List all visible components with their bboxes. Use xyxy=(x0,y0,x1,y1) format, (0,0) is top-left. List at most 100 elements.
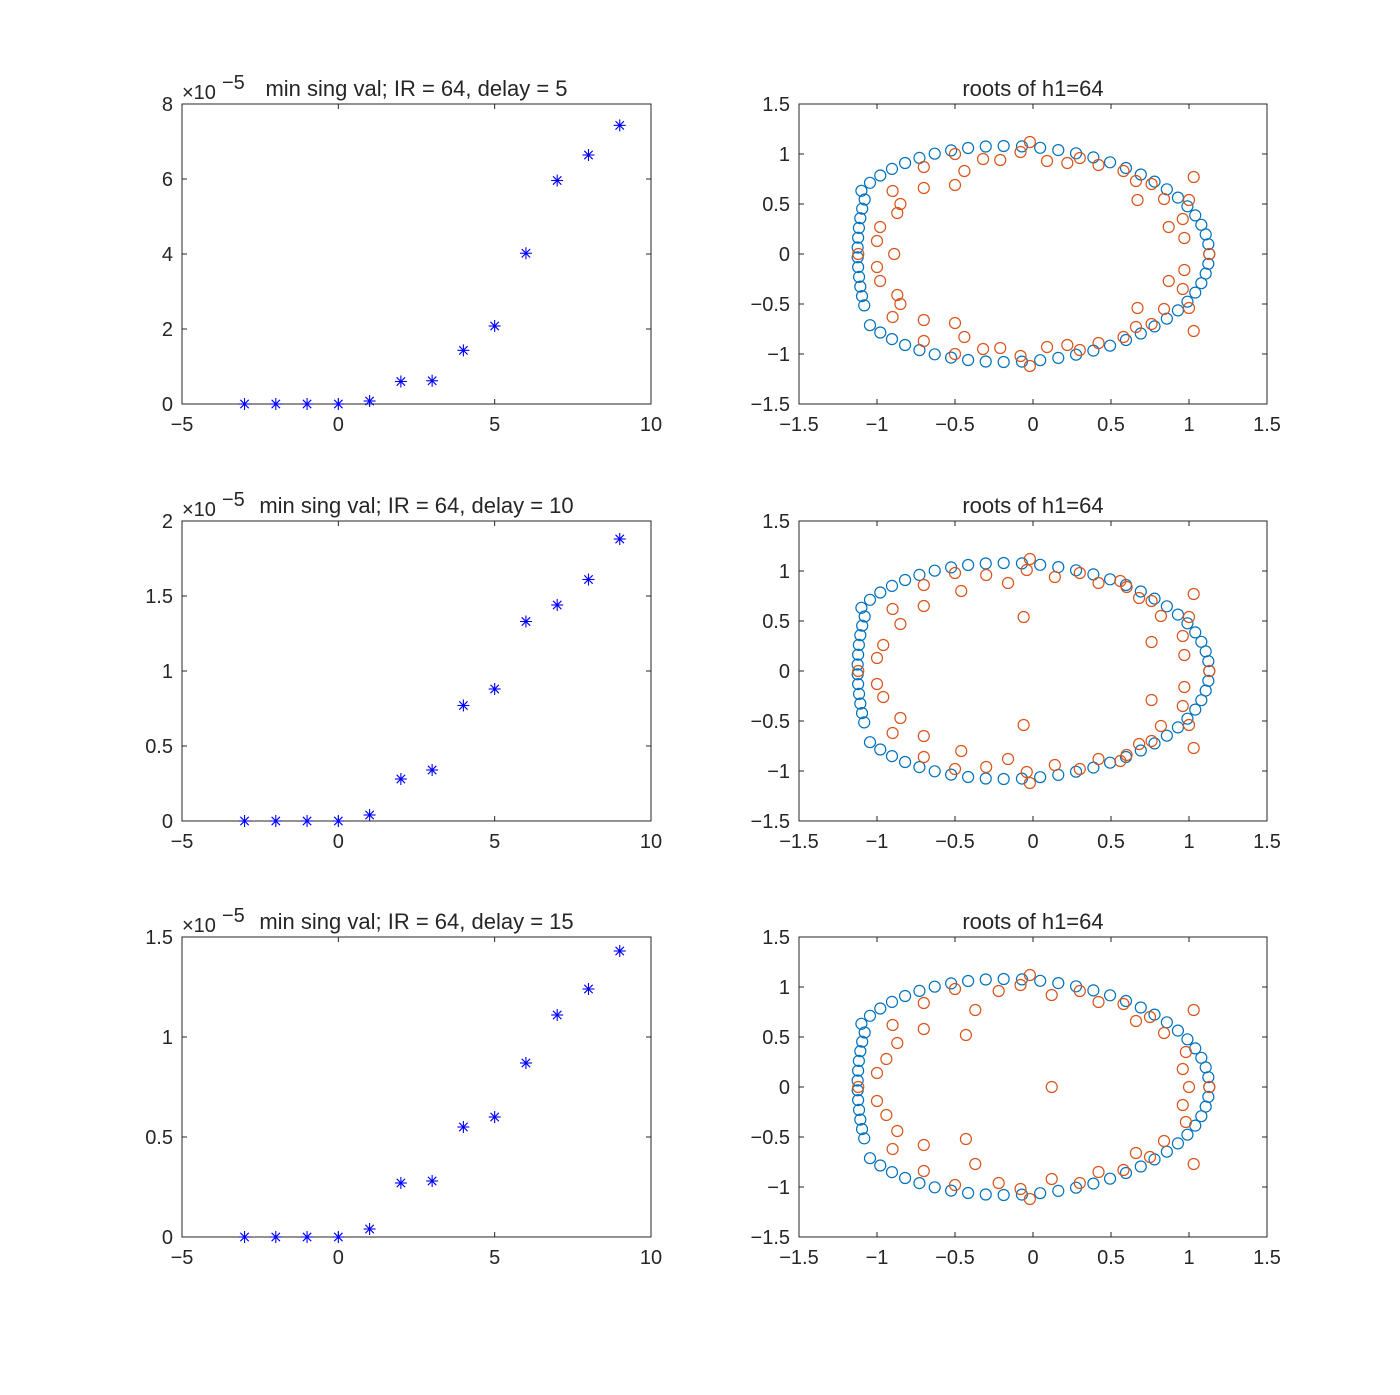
data-point xyxy=(1023,359,1036,373)
data-point xyxy=(917,729,930,743)
data-point xyxy=(457,344,470,357)
data-point xyxy=(457,699,470,712)
data-point xyxy=(1087,151,1100,164)
data-point xyxy=(1131,193,1144,207)
data-point xyxy=(976,152,990,166)
data-point xyxy=(976,342,990,356)
data-point xyxy=(948,316,962,330)
asterisk-stroke xyxy=(458,1122,468,1132)
asterisk-stroke xyxy=(521,1058,531,1068)
data-point xyxy=(948,566,962,580)
data-point xyxy=(870,1094,884,1108)
data-point xyxy=(1187,1157,1200,1171)
data-point xyxy=(1189,209,1202,222)
data-point xyxy=(1187,741,1200,755)
x-tick-label: 10 xyxy=(640,831,662,853)
data-point xyxy=(886,310,899,324)
data-point xyxy=(852,1080,865,1094)
data-point xyxy=(1034,558,1047,571)
axes-box xyxy=(181,103,652,405)
asterisk-stroke xyxy=(490,1112,500,1122)
data-point xyxy=(855,1017,868,1030)
data-point xyxy=(894,197,907,211)
data-point xyxy=(1119,333,1133,347)
data-point xyxy=(1114,574,1127,588)
data-point xyxy=(852,677,865,691)
y-tick-label: 0.5 xyxy=(145,736,173,758)
data-point xyxy=(1148,175,1161,188)
data-point xyxy=(863,176,877,189)
data-point xyxy=(269,398,282,410)
data-point xyxy=(1181,617,1194,630)
data-point xyxy=(1073,566,1086,580)
data-point xyxy=(997,556,1010,570)
data-point xyxy=(1176,629,1189,643)
asterisk-stroke xyxy=(521,248,531,258)
data-point xyxy=(269,1231,282,1243)
x-tick-label: −1.5 xyxy=(779,414,818,436)
asterisk-stroke xyxy=(427,765,437,775)
data-point xyxy=(855,706,869,720)
data-point xyxy=(1203,1080,1216,1094)
data-point xyxy=(363,809,376,821)
data-point xyxy=(1160,1145,1173,1158)
asterisk-stroke xyxy=(365,396,375,406)
asterisk-stroke xyxy=(521,616,531,627)
data-point xyxy=(1187,587,1200,601)
x-tick-label: 0 xyxy=(333,1247,344,1269)
x-tick-label: 0 xyxy=(1027,831,1038,853)
data-point xyxy=(1148,320,1161,333)
y-tick-label: 0 xyxy=(162,1227,173,1249)
data-point xyxy=(394,773,407,785)
data-point xyxy=(1045,1172,1058,1186)
data-point xyxy=(1023,1192,1036,1206)
data-point xyxy=(1073,762,1086,776)
data-point xyxy=(301,815,314,827)
y-tick-label: 2 xyxy=(162,511,173,533)
data-point xyxy=(1176,1062,1189,1076)
data-point xyxy=(980,568,993,582)
data-point xyxy=(852,648,865,661)
subplot-title: min sing val; IR = 64, delay = 15 xyxy=(259,909,573,934)
data-point xyxy=(1023,552,1036,566)
data-point xyxy=(863,736,877,749)
data-point xyxy=(1034,1187,1047,1200)
data-point xyxy=(885,333,899,346)
asterisk-stroke xyxy=(615,534,625,544)
data-point xyxy=(1178,680,1191,694)
data-point xyxy=(852,664,865,678)
y-tick-label: 1.5 xyxy=(145,927,173,949)
data-point xyxy=(1134,1160,1147,1173)
data-point xyxy=(1154,609,1168,623)
data-point xyxy=(877,638,890,652)
data-point xyxy=(898,989,912,1003)
y-tick-label: −0.5 xyxy=(751,294,790,316)
data-point xyxy=(1040,154,1054,168)
data-point xyxy=(858,299,871,312)
y-tick-label: 4 xyxy=(162,244,173,266)
x-tick-label: 5 xyxy=(489,414,500,436)
data-point xyxy=(1182,193,1196,207)
data-point xyxy=(855,601,868,614)
data-point xyxy=(426,1175,439,1187)
series-2 xyxy=(852,552,1216,790)
data-point xyxy=(1171,608,1185,621)
data-point xyxy=(917,578,930,592)
data-point xyxy=(1052,1184,1065,1198)
data-point xyxy=(913,984,926,998)
data-point xyxy=(1171,191,1185,204)
data-point xyxy=(854,1045,867,1058)
y-tick-label: 0.5 xyxy=(145,1127,173,1149)
data-point xyxy=(1045,988,1058,1002)
data-point xyxy=(1073,151,1086,165)
x-tick-label: 10 xyxy=(640,414,662,436)
y-tick-label: 0 xyxy=(162,811,173,833)
x-tick-label: 0 xyxy=(333,831,344,853)
y-tick-label: 1.5 xyxy=(762,511,790,533)
data-point xyxy=(944,351,958,364)
data-point xyxy=(855,1122,869,1136)
data-point xyxy=(1117,164,1130,178)
data-point xyxy=(1119,161,1133,175)
